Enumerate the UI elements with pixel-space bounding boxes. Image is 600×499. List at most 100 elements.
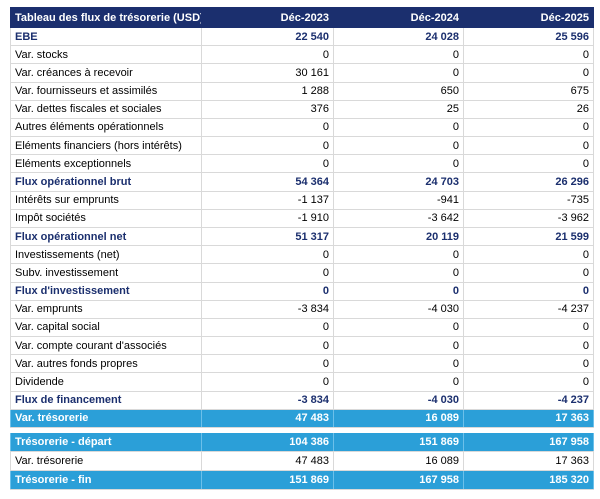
cell-value: 104 386	[202, 433, 334, 451]
table-row: Flux de financement -3 834 -4 030 -4 237	[10, 391, 594, 410]
cell-value: 151 869	[334, 433, 464, 451]
cell-value: 0	[334, 46, 464, 64]
table-row: Subv. investissement 0 0 0	[10, 264, 594, 283]
cell-value: -4 030	[334, 391, 464, 409]
cell-value: 17 363	[464, 409, 594, 427]
cell-value: 650	[334, 82, 464, 100]
table-row: Var. capital social 0 0 0	[10, 318, 594, 338]
cell-value: 0	[202, 337, 334, 355]
row-label: Trésorerie - fin	[10, 471, 202, 489]
row-label: Investissements (net)	[10, 246, 202, 264]
table-row: Var. compte courant d'associés 0 0 0	[10, 337, 594, 356]
table-header: Tableau des flux de trésorerie (USD) Déc-…	[10, 7, 594, 28]
cell-value: -3 642	[334, 209, 464, 227]
cell-value: 0	[464, 155, 594, 173]
summary-row: Trésorerie - départ 104 386 151 869 167 958	[10, 433, 594, 452]
cell-value: 0	[464, 318, 594, 337]
cell-value: 0	[202, 118, 334, 137]
row-label: Var. compte courant d'associés	[10, 337, 202, 355]
cell-value: -3 962	[464, 209, 594, 227]
row-label: Autres éléments opérationnels	[10, 118, 202, 137]
cell-value: 0	[334, 337, 464, 355]
cell-value: 0	[334, 118, 464, 137]
row-label: Var. capital social	[10, 318, 202, 337]
summary-row: Var. trésorerie 47 483 16 089 17 363	[10, 452, 594, 471]
row-label: Flux opérationnel net	[10, 228, 202, 246]
table-row: Dividende 0 0 0	[10, 373, 594, 392]
cell-value: -3 834	[202, 300, 334, 318]
row-label: Trésorerie - départ	[10, 433, 202, 451]
cell-value: 0	[334, 246, 464, 264]
row-label: EBE	[10, 28, 202, 46]
cell-value: 22 540	[202, 28, 334, 46]
cell-value: 24 028	[334, 28, 464, 46]
table-row: Var. trésorerie 47 483 16 089 17 363	[10, 409, 594, 428]
table-row: Var. fournisseurs et assimilés 1 288 650 67…	[10, 82, 594, 101]
cell-value: 0	[202, 373, 334, 391]
row-label: Impôt sociétés	[10, 209, 202, 227]
cell-value: 151 869	[202, 471, 334, 489]
cell-value: 0	[202, 46, 334, 64]
cell-value: 0	[464, 282, 594, 300]
cell-value: Déc-2025	[464, 7, 594, 28]
cell-value: -4 030	[334, 300, 464, 318]
cell-value: 0	[334, 373, 464, 391]
cell-value: 0	[334, 282, 464, 300]
cell-value: Déc-2023	[202, 7, 334, 28]
table-row: Var. emprunts -3 834 -4 030 -4 237	[10, 300, 594, 319]
table-row: Investissements (net) 0 0 0	[10, 246, 594, 265]
table-row: Var. autres fonds propres 0 0 0	[10, 355, 594, 374]
table-row: Var. dettes fiscales et sociales 376 25 26	[10, 100, 594, 119]
cell-value: 0	[202, 155, 334, 173]
cell-value: 0	[202, 137, 334, 155]
row-label: Var. créances à recevoir	[10, 64, 202, 82]
cell-value: 0	[334, 137, 464, 155]
cell-value: 16 089	[334, 409, 464, 427]
cell-value: 0	[334, 318, 464, 337]
cell-value: 0	[464, 64, 594, 82]
cell-value: Déc-2024	[334, 7, 464, 28]
table-row: EBE 22 540 24 028 25 596	[10, 28, 594, 47]
cell-value: 0	[464, 137, 594, 155]
cell-value: 17 363	[464, 452, 594, 470]
table-row: Var. créances à recevoir 30 161 0 0	[10, 64, 594, 83]
cell-value: 0	[464, 337, 594, 355]
cell-value: 0	[202, 355, 334, 373]
row-label: Flux de financement	[10, 391, 202, 409]
row-label: Var. fournisseurs et assimilés	[10, 82, 202, 100]
cell-value: 25	[334, 100, 464, 118]
cell-value: 167 958	[464, 433, 594, 451]
cell-value: 16 089	[334, 452, 464, 470]
cell-value: 0	[464, 264, 594, 282]
cell-value: 47 483	[202, 452, 334, 470]
cell-value: 26 296	[464, 173, 594, 191]
row-label: Var. emprunts	[10, 300, 202, 318]
cell-value: 0	[464, 118, 594, 137]
table-row: Flux opérationnel net 51 317 20 119 21 599	[10, 228, 594, 247]
row-label: Var. trésorerie	[10, 452, 202, 470]
cell-value: 0	[334, 64, 464, 82]
cell-value: 1 288	[202, 82, 334, 100]
cell-value: 0	[202, 264, 334, 282]
summary-row: Trésorerie - fin 151 869 167 958 185 320	[10, 471, 594, 490]
cell-value: 0	[464, 46, 594, 64]
row-label: Eléments exceptionnels	[10, 155, 202, 173]
cell-value: 26	[464, 100, 594, 118]
table-row: Eléments financiers (hors intérêts) 0 0 0	[10, 137, 594, 156]
cell-value: 54 364	[202, 173, 334, 191]
table-row: Var. stocks 0 0 0	[10, 46, 594, 65]
table-row: Flux opérationnel brut 54 364 24 703 26 296	[10, 173, 594, 192]
cell-value: 185 320	[464, 471, 594, 489]
row-label: Var. autres fonds propres	[10, 355, 202, 373]
cell-value: 0	[334, 155, 464, 173]
cell-value: 0	[334, 355, 464, 373]
cell-value: 30 161	[202, 64, 334, 82]
row-label: Intérêts sur emprunts	[10, 191, 202, 209]
table-row: Flux d'investissement 0 0 0	[10, 282, 594, 301]
cell-value: -1 137	[202, 191, 334, 209]
cell-value: -735	[464, 191, 594, 209]
table-row: Intérêts sur emprunts -1 137 -941 -735	[10, 191, 594, 210]
cell-value: 167 958	[334, 471, 464, 489]
row-label: Var. dettes fiscales et sociales	[10, 100, 202, 118]
